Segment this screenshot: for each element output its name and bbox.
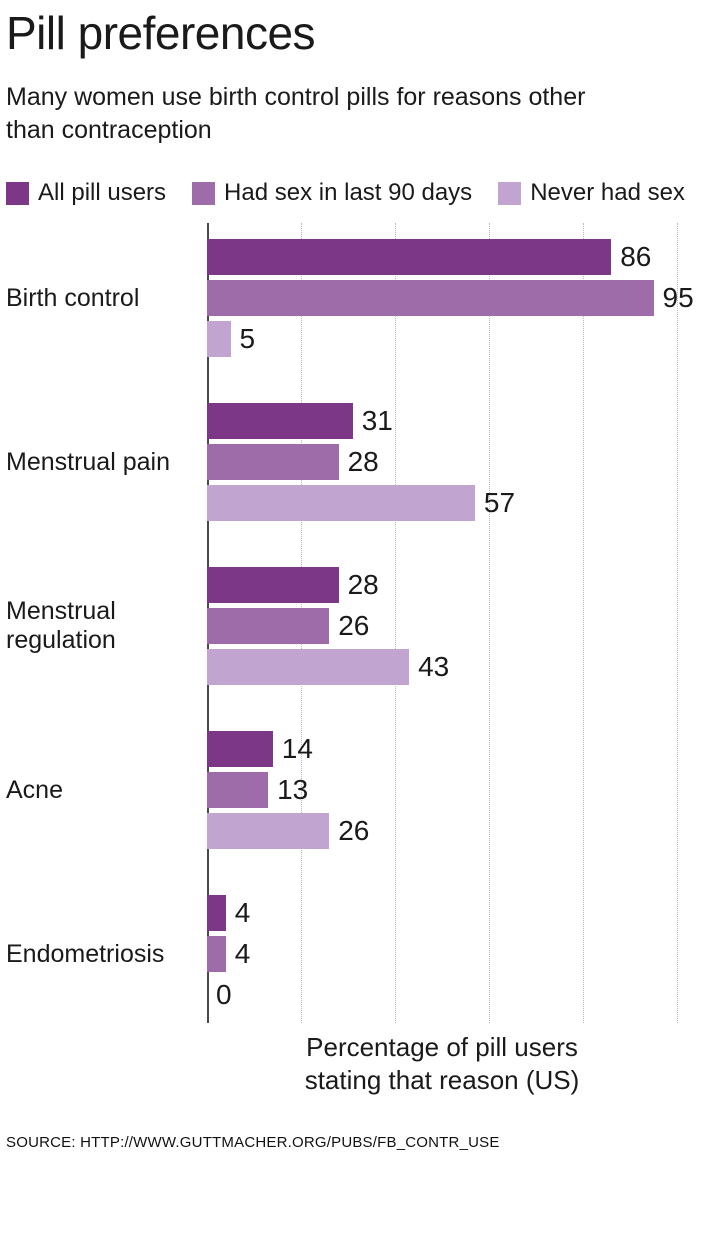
bar [207,321,231,358]
category-label: Acne [6,775,63,804]
bar-value-label: 86 [620,241,652,273]
page-title: Pill preferences [6,7,316,59]
chart-subtitle-line2: than contraception [6,115,212,144]
bar [207,936,226,973]
legend-label: Had sex in last 90 days [224,179,473,207]
category-label: Menstrual regulation [6,597,116,655]
legend-swatch-medium-icon [192,181,216,205]
bar [207,239,612,276]
bar-row: 31 [207,403,718,440]
bar [207,731,273,768]
legend-item-all-pill-users: All pill users [6,179,166,207]
bar-row: 26 [207,608,718,645]
bar-groups: Birth control 86 95 5 Menstrual pain 31 28 57 Me… [0,223,718,1013]
bar [207,649,410,686]
bar-row: 28 [207,444,718,481]
bar-row: 95 [207,280,718,317]
bar-row: 4 [207,895,718,932]
x-axis-label: Percentage of pill users stating that re… [207,1031,677,1098]
bar [207,444,339,481]
bar-row: 57 [207,485,718,522]
legend-label: Never had sex [530,179,685,207]
bar-value-label: 4 [234,897,251,929]
bar-group: Menstrual pain 31 28 57 [0,403,718,522]
bar-set: 14 13 26 [207,731,718,850]
bar-row: 4 [207,936,718,973]
category-label: Menstrual pain [6,447,170,476]
bar [207,403,353,440]
x-axis-label-line1: Percentage of pill users [306,1032,578,1063]
bar [207,485,475,522]
bar [207,813,330,850]
bar-value-label: 0 [216,979,232,1011]
bar-value-label: 28 [347,569,379,601]
bar-chart: Birth control 86 95 5 Menstrual pain 31 28 57 Me… [0,223,718,1024]
bar-row: 13 [207,772,718,809]
bar-value-label: 31 [361,405,393,437]
bar-value-label: 95 [662,282,694,314]
bar-group: Acne 14 13 26 [0,731,718,850]
legend: All pill users Had sex in last 90 days N… [6,179,718,207]
bar-set: 31 28 57 [207,403,718,522]
bar-value-label: 57 [483,487,516,519]
bar-value-label: 13 [277,774,309,806]
bar-row: 26 [207,813,718,850]
legend-label: All pill users [38,179,167,207]
bar-value-label: 4 [234,938,251,970]
chart-subtitle-line1: Many women use birth control pills for r… [6,82,586,111]
source-credit: SOURCE: HTTP://WWW.GUTTMACHER.ORG/PUBS/F… [6,1134,500,1151]
bar-value-label: 5 [239,323,256,355]
bar-value-label: 28 [347,446,379,478]
bar-set: 86 95 5 [207,239,718,358]
bar [207,895,226,932]
legend-item-had-sex-90-days: Had sex in last 90 days [192,179,472,207]
legend-swatch-dark-icon [6,181,29,205]
bar-row: 28 [207,567,718,604]
category-label: Birth control [6,283,140,312]
bar-set: 28 26 43 [207,567,718,686]
bar-row: 5 [207,321,718,358]
bar-row: 14 [207,731,718,768]
legend-item-never-had-sex: Never had sex [498,179,685,207]
bar [207,280,654,317]
bar [207,567,339,604]
bar-group: Birth control 86 95 5 [0,239,718,358]
bar-value-label: 43 [418,651,450,683]
legend-swatch-light-icon [498,181,522,205]
bar-row: 86 [207,239,718,276]
bar-value-label: 26 [338,610,370,642]
bar-group: Endometriosis 4 4 0 [0,895,718,1013]
category-label: Endometriosis [6,939,165,968]
bar [207,772,269,809]
bar-value-label: 14 [281,733,313,765]
bar [207,608,330,645]
bar-row: 0 [207,977,718,1013]
bar-row: 43 [207,649,718,686]
bar-group: Menstrual regulation 28 26 43 [0,567,718,686]
chart-subtitle: Many women use birth control pills for r… [6,81,718,148]
bar-value-label: 26 [338,815,370,847]
x-axis-label-line2: stating that reason (US) [304,1065,580,1096]
